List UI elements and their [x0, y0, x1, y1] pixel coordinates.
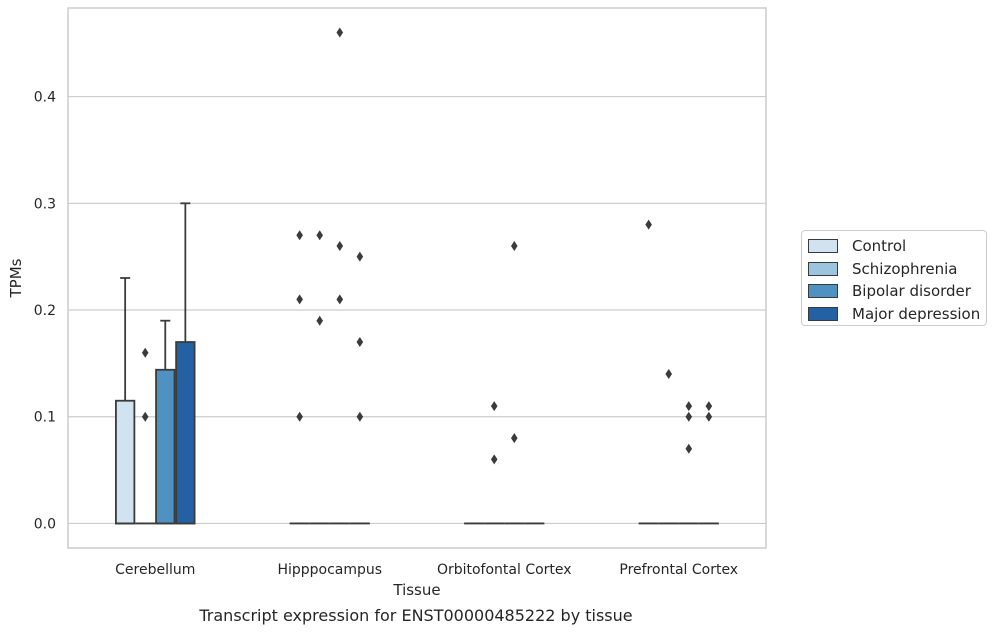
legend-label: Control — [852, 237, 907, 256]
outlier-point — [141, 347, 149, 358]
outlier-point — [336, 240, 344, 251]
legend-swatch — [808, 284, 838, 299]
boxes — [115, 202, 719, 525]
chart-caption: Transcript expression for ENST0000048522… — [199, 606, 633, 625]
outlier-point — [356, 337, 364, 348]
y-tick-label: 0.3 — [34, 196, 56, 212]
outlier-point — [645, 219, 652, 230]
y-tick-label: 0.1 — [34, 410, 56, 426]
x-tick-label: Cerebellum — [115, 562, 195, 578]
outlier-point — [336, 27, 344, 38]
box-body — [175, 341, 196, 525]
x-tick-label: Prefrontal Cortex — [619, 562, 738, 578]
box-bipolar-disorder — [155, 319, 176, 525]
outlier-point — [296, 411, 303, 422]
y-tick-label: 0.2 — [34, 303, 56, 319]
outlier-point — [296, 230, 303, 241]
legend-label: Bipolar disorder — [852, 282, 971, 301]
outlier-point — [685, 443, 693, 454]
legend: Control Schizophrenia Bipolar disorder Majo… — [801, 230, 987, 326]
legend-swatch — [808, 261, 838, 276]
outlier-point — [316, 315, 324, 326]
box-body — [155, 368, 176, 525]
y-axis-title: TPMs — [7, 258, 25, 298]
x-tick-label: Orbitofontal Cortex — [437, 562, 572, 578]
legend-item: Major depression — [808, 303, 986, 326]
x-tick-label: Hipppocampus — [277, 562, 382, 578]
outlier-point — [490, 454, 498, 465]
outlier-point — [296, 294, 303, 305]
plot-area-frame — [67, 7, 767, 549]
outlier-point — [490, 401, 498, 412]
box-major-depression — [175, 202, 196, 525]
legend-swatch — [808, 239, 838, 254]
outliers — [141, 27, 713, 465]
x-axis-title: Tissue — [392, 581, 440, 599]
legend-item: Control — [808, 235, 986, 258]
outlier-point — [665, 369, 673, 380]
x-tick-labels: Cerebellum Hipppocampus Orbitofontal Corte… — [115, 562, 738, 578]
box-control — [115, 277, 136, 525]
outlier-point — [705, 401, 713, 412]
outlier-point — [336, 294, 344, 305]
y-tick-labels: 0.0 0.1 0.2 0.3 0.4 — [34, 90, 56, 533]
outlier-point — [510, 433, 518, 444]
outlier-point — [510, 240, 518, 251]
outlier-point — [685, 411, 693, 422]
legend-item: Bipolar disorder — [808, 280, 986, 303]
box-body — [115, 399, 136, 525]
legend-swatch — [808, 306, 838, 321]
outlier-point — [141, 411, 149, 422]
outlier-point — [356, 251, 364, 262]
outlier-point — [705, 411, 713, 422]
legend-label: Major depression — [852, 304, 981, 323]
y-tick-label: 0.0 — [34, 516, 56, 532]
legend-label: Schizophrenia — [852, 259, 958, 278]
outlier-point — [685, 401, 693, 412]
legend-item: Schizophrenia — [808, 258, 986, 281]
outlier-point — [356, 411, 364, 422]
outlier-point — [316, 230, 324, 241]
y-tick-label: 0.4 — [34, 90, 56, 106]
